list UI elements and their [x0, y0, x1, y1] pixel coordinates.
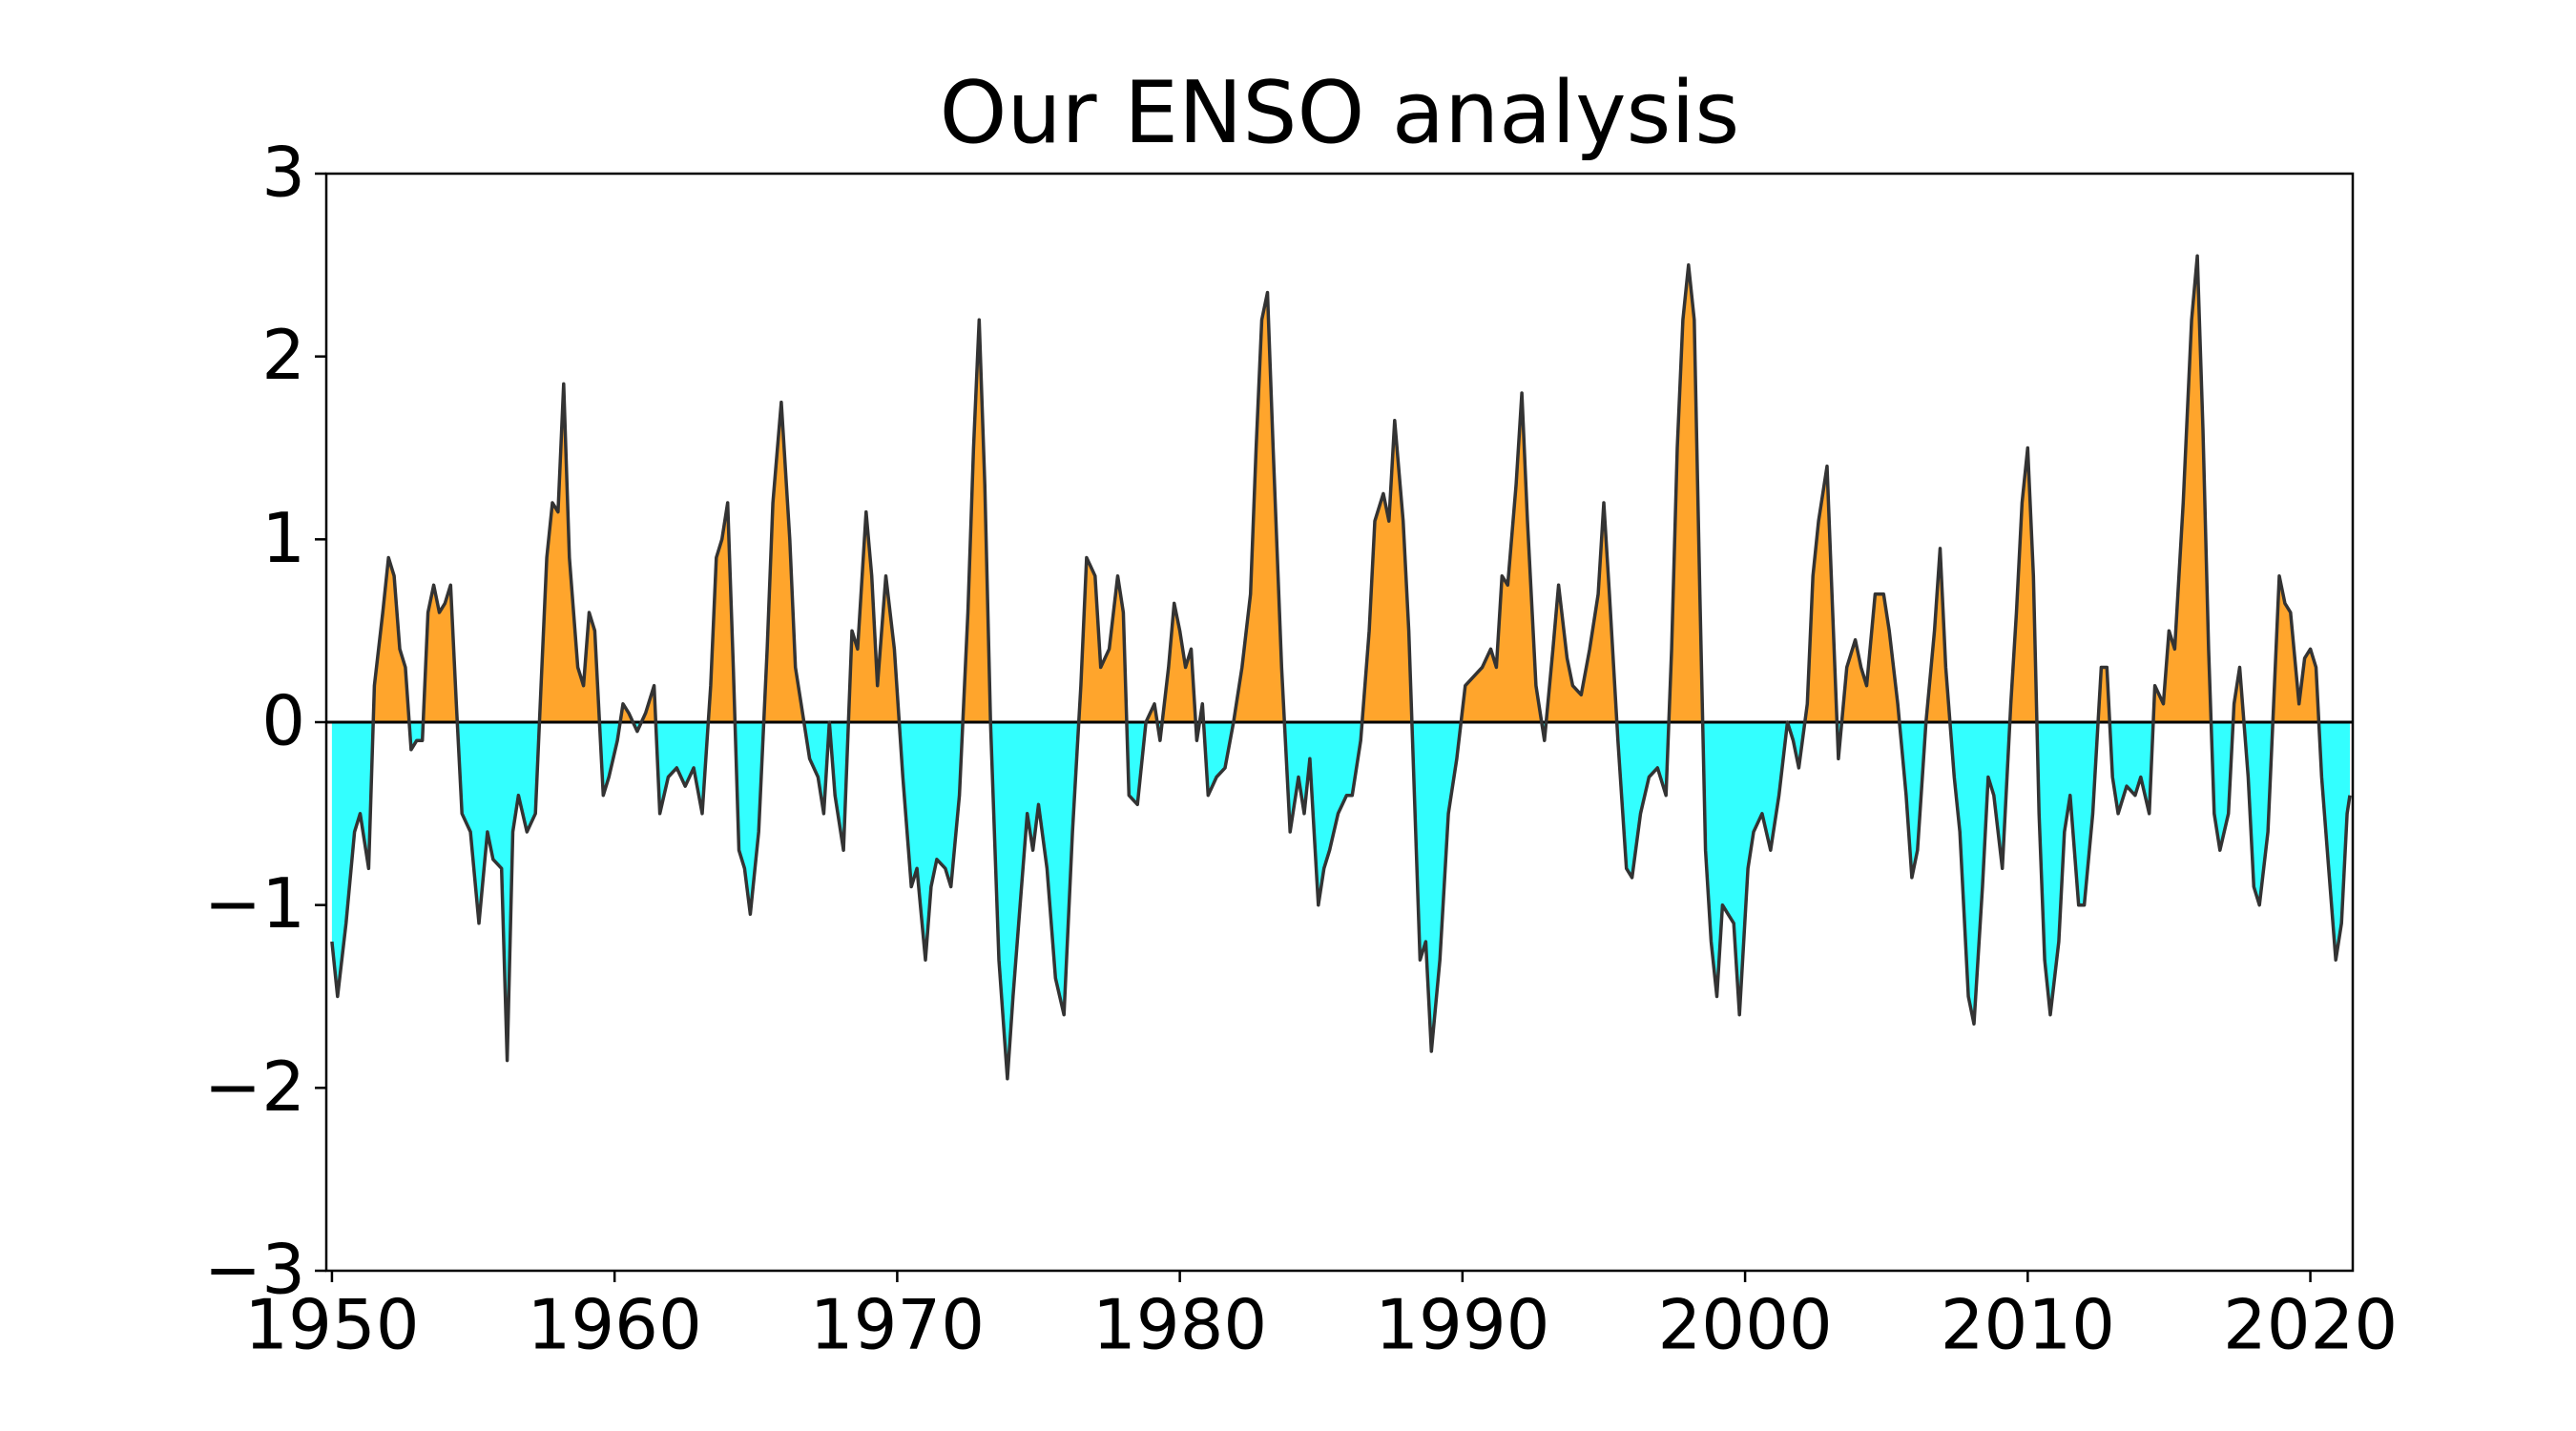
- chart-title: Our ENSO analysis: [940, 63, 1740, 163]
- y-tick-label: −1: [204, 863, 305, 944]
- y-tick-label: 3: [261, 133, 305, 213]
- negative-area: [331, 722, 2350, 1079]
- y-tick-label: 1: [261, 498, 305, 578]
- x-tick-label: 2010: [1941, 1285, 2115, 1365]
- index-line: [330, 254, 2352, 1081]
- y-tick-label: −2: [204, 1047, 305, 1127]
- x-tick-label: 2020: [2223, 1285, 2398, 1365]
- x-tick-label: 1970: [810, 1285, 985, 1365]
- y-tick-label: 2: [261, 315, 305, 395]
- x-tick-label: 1990: [1375, 1285, 1549, 1365]
- x-tick-label: 2000: [1657, 1285, 1832, 1365]
- y-tick-label: 0: [261, 681, 305, 761]
- x-tick-label: 1980: [1092, 1285, 1267, 1365]
- x-tick-label: 1960: [528, 1285, 702, 1365]
- x-tick-label: 1950: [244, 1285, 419, 1365]
- y-tick-label: −3: [204, 1230, 305, 1310]
